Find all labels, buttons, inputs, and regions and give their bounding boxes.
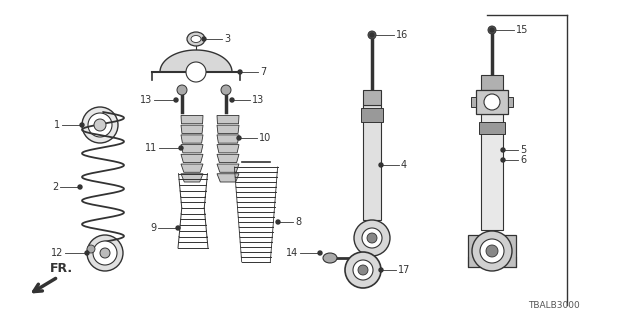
Circle shape xyxy=(100,248,110,258)
Circle shape xyxy=(367,233,377,243)
Circle shape xyxy=(318,251,322,255)
Circle shape xyxy=(80,123,84,127)
Bar xyxy=(468,235,516,267)
Circle shape xyxy=(221,85,231,95)
Polygon shape xyxy=(181,174,203,182)
Circle shape xyxy=(354,220,390,256)
Text: 6: 6 xyxy=(520,155,526,165)
Bar xyxy=(471,97,476,107)
Circle shape xyxy=(472,231,512,271)
Polygon shape xyxy=(217,116,239,124)
Circle shape xyxy=(94,119,106,131)
Circle shape xyxy=(480,239,504,263)
Polygon shape xyxy=(217,174,239,182)
Text: 10: 10 xyxy=(259,133,271,143)
Circle shape xyxy=(358,265,368,275)
Circle shape xyxy=(345,252,381,288)
Text: 1: 1 xyxy=(54,120,60,130)
Text: 7: 7 xyxy=(260,67,266,77)
Text: 2: 2 xyxy=(52,182,58,192)
Circle shape xyxy=(501,158,505,162)
Circle shape xyxy=(85,251,89,255)
Bar xyxy=(363,90,381,105)
Text: 13: 13 xyxy=(252,95,264,105)
Bar xyxy=(481,114,503,230)
Text: 13: 13 xyxy=(140,95,152,105)
Circle shape xyxy=(174,98,178,102)
Polygon shape xyxy=(181,135,203,143)
Text: 4: 4 xyxy=(401,160,407,170)
Circle shape xyxy=(379,163,383,167)
Polygon shape xyxy=(181,145,203,153)
Circle shape xyxy=(88,113,112,137)
Circle shape xyxy=(82,107,118,143)
Ellipse shape xyxy=(191,36,201,43)
Bar xyxy=(476,90,508,114)
Text: TBALB3000: TBALB3000 xyxy=(528,301,580,310)
Text: 12: 12 xyxy=(51,248,63,258)
Circle shape xyxy=(87,245,95,253)
Text: 3: 3 xyxy=(224,34,230,44)
Circle shape xyxy=(379,268,383,272)
Text: 5: 5 xyxy=(520,145,526,155)
Circle shape xyxy=(93,241,117,265)
Bar xyxy=(363,105,381,220)
Polygon shape xyxy=(217,135,239,143)
Circle shape xyxy=(276,220,280,224)
Circle shape xyxy=(186,62,206,82)
Circle shape xyxy=(176,226,180,230)
Text: 8: 8 xyxy=(295,217,301,227)
Circle shape xyxy=(370,33,374,37)
Circle shape xyxy=(237,136,241,140)
Circle shape xyxy=(484,94,500,110)
Polygon shape xyxy=(181,164,203,172)
Polygon shape xyxy=(217,164,239,172)
Polygon shape xyxy=(217,125,239,133)
Polygon shape xyxy=(181,125,203,133)
Text: FR.: FR. xyxy=(50,262,73,275)
Circle shape xyxy=(202,37,206,41)
Circle shape xyxy=(78,185,82,189)
Circle shape xyxy=(368,31,376,39)
Polygon shape xyxy=(181,154,203,163)
Polygon shape xyxy=(217,145,239,153)
Circle shape xyxy=(486,245,498,257)
Bar xyxy=(481,75,503,90)
Circle shape xyxy=(362,228,382,248)
Ellipse shape xyxy=(187,32,205,46)
Circle shape xyxy=(490,28,494,32)
Text: 11: 11 xyxy=(145,143,157,153)
Circle shape xyxy=(179,146,183,150)
Circle shape xyxy=(501,148,505,152)
Ellipse shape xyxy=(323,253,337,263)
Bar xyxy=(361,108,383,122)
Text: 14: 14 xyxy=(285,248,298,258)
Bar xyxy=(508,97,513,107)
Polygon shape xyxy=(160,50,232,72)
Circle shape xyxy=(87,235,123,271)
Text: 17: 17 xyxy=(398,265,410,275)
Circle shape xyxy=(488,26,496,34)
Circle shape xyxy=(353,260,373,280)
Circle shape xyxy=(177,85,187,95)
Text: 16: 16 xyxy=(396,30,408,40)
Polygon shape xyxy=(181,116,203,124)
Circle shape xyxy=(238,70,242,74)
Polygon shape xyxy=(217,154,239,163)
Circle shape xyxy=(230,98,234,102)
Text: 9: 9 xyxy=(150,223,156,233)
Bar xyxy=(479,122,505,134)
Text: 15: 15 xyxy=(516,25,529,35)
